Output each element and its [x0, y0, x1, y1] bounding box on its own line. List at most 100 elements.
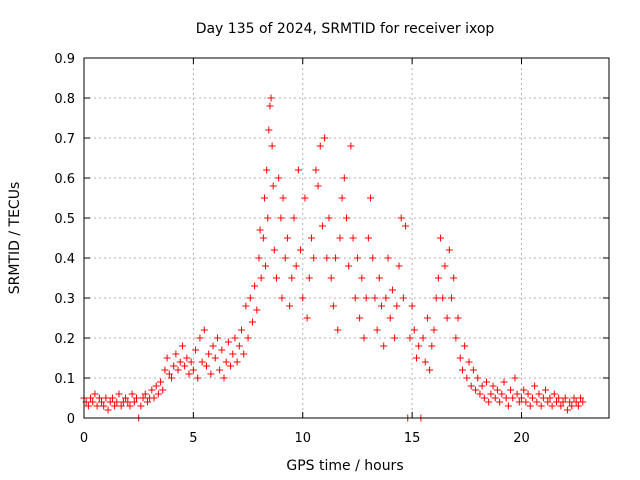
data-point-marker — [466, 359, 473, 366]
data-point-marker — [196, 335, 203, 342]
data-point-marker — [358, 275, 365, 282]
data-point-marker — [459, 367, 466, 374]
data-point-marker — [472, 387, 479, 394]
data-point-marker — [474, 375, 481, 382]
data-point-marker — [444, 315, 451, 322]
data-point-marker — [301, 195, 308, 202]
data-point-marker — [258, 275, 265, 282]
data-point-marker — [339, 195, 346, 202]
data-point-marker — [551, 391, 558, 398]
data-point-marker — [210, 343, 217, 350]
data-point-marker — [295, 167, 302, 174]
data-point-marker — [91, 391, 98, 398]
data-point-marker — [247, 295, 254, 302]
data-point-marker — [240, 351, 247, 358]
y-axis-title: SRMTID / TECUs — [7, 182, 23, 295]
y-tick-label: 0.5 — [54, 212, 75, 227]
data-point-marker — [242, 303, 249, 310]
data-point-marker — [256, 255, 263, 262]
data-point-marker — [116, 391, 123, 398]
data-point-marker — [236, 343, 243, 350]
data-point-marker — [341, 175, 348, 182]
data-point-marker — [389, 287, 396, 294]
data-point-marker — [175, 367, 182, 374]
data-point-marker — [363, 295, 370, 302]
data-point-marker — [205, 351, 212, 358]
data-point-marker — [498, 391, 505, 398]
data-point-marker — [148, 387, 155, 394]
data-point-marker — [391, 335, 398, 342]
data-point-marker — [520, 387, 527, 394]
data-point-marker — [201, 327, 208, 334]
data-point-marker — [413, 355, 420, 362]
data-point-marker — [273, 275, 280, 282]
data-point-marker — [487, 391, 494, 398]
data-point-marker — [426, 367, 433, 374]
data-point-marker — [263, 167, 270, 174]
data-point-marker — [529, 395, 536, 402]
data-point-marker — [251, 283, 258, 290]
data-point-marker — [476, 391, 483, 398]
x-tick-label: 0 — [80, 431, 88, 446]
data-point-marker — [280, 195, 287, 202]
data-point-marker — [424, 315, 431, 322]
data-point-marker — [137, 403, 144, 410]
data-point-marker — [293, 263, 300, 270]
data-point-marker — [278, 295, 285, 302]
data-point-marker — [433, 295, 440, 302]
data-point-marker — [264, 215, 271, 222]
data-point-marker — [227, 363, 234, 370]
data-point-marker — [199, 359, 206, 366]
x-tick-label: 20 — [513, 431, 530, 446]
data-point-marker — [376, 275, 383, 282]
data-point-marker — [347, 143, 354, 150]
data-point-marker — [260, 235, 267, 242]
data-point-marker — [172, 351, 179, 358]
data-point-marker — [319, 223, 326, 230]
y-tick-label: 0 — [67, 412, 75, 427]
data-point-marker — [365, 235, 372, 242]
data-point-marker — [380, 343, 387, 350]
data-point-marker — [481, 395, 488, 402]
data-point-marker — [164, 355, 171, 362]
data-point-marker — [221, 375, 228, 382]
data-point-marker — [257, 227, 264, 234]
data-point-marker — [542, 387, 549, 394]
data-point-marker — [282, 255, 289, 262]
data-point-marker — [522, 399, 529, 406]
data-point-marker — [525, 391, 532, 398]
data-point-marker — [538, 403, 545, 410]
data-point-marker — [527, 403, 534, 410]
data-point-marker — [409, 303, 416, 310]
data-point-marker — [461, 343, 468, 350]
data-point-marker — [428, 343, 435, 350]
data-point-marker — [291, 215, 298, 222]
data-point-marker — [183, 355, 190, 362]
data-point-marker — [284, 235, 291, 242]
data-point-marker — [275, 175, 282, 182]
x-axis-title: GPS time / hours — [286, 458, 403, 474]
data-point-marker — [393, 303, 400, 310]
data-point-marker — [450, 275, 457, 282]
data-point-marker — [470, 367, 477, 374]
data-point-marker — [170, 363, 177, 370]
data-point-marker — [378, 303, 385, 310]
data-point-marker — [203, 363, 210, 370]
y-tick-label: 0.2 — [54, 332, 75, 347]
data-point-marker — [387, 315, 394, 322]
x-tick-label: 5 — [189, 431, 197, 446]
data-point-marker — [431, 327, 438, 334]
data-point-marker — [334, 327, 341, 334]
y-tick-label: 0.9 — [54, 52, 75, 67]
data-point-marker — [496, 399, 503, 406]
data-point-marker — [223, 359, 230, 366]
data-point-marker — [374, 327, 381, 334]
data-point-marker — [564, 407, 571, 414]
y-tick-label: 0.6 — [54, 172, 75, 187]
data-point-marker — [330, 303, 337, 310]
data-point-marker — [540, 395, 547, 402]
data-point-marker — [157, 379, 164, 386]
y-tick-label: 0.7 — [54, 132, 75, 147]
srmtid-scatter-chart: 00.10.20.30.40.50.60.70.80.90 5 10 15 20 Day… — [0, 0, 640, 480]
data-point-marker — [323, 255, 330, 262]
